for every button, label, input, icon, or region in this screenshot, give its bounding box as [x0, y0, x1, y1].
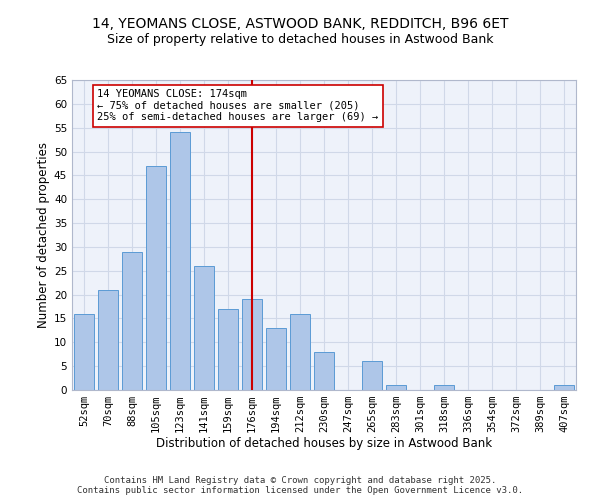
Y-axis label: Number of detached properties: Number of detached properties [37, 142, 50, 328]
Bar [74, 314, 94, 390]
Text: Size of property relative to detached houses in Astwood Bank: Size of property relative to detached ho… [107, 32, 493, 46]
Text: 14 YEOMANS CLOSE: 174sqm
← 75% of detached houses are smaller (205)
25% of semi-: 14 YEOMANS CLOSE: 174sqm ← 75% of detach… [97, 90, 379, 122]
Bar [314, 352, 334, 390]
Bar [122, 252, 142, 390]
Bar [194, 266, 214, 390]
Text: Contains HM Land Registry data © Crown copyright and database right 2025.
Contai: Contains HM Land Registry data © Crown c… [77, 476, 523, 495]
Bar [266, 328, 286, 390]
Bar [218, 309, 238, 390]
Text: 14, YEOMANS CLOSE, ASTWOOD BANK, REDDITCH, B96 6ET: 14, YEOMANS CLOSE, ASTWOOD BANK, REDDITC… [92, 18, 508, 32]
Bar [170, 132, 190, 390]
Bar [434, 385, 454, 390]
Bar [386, 385, 406, 390]
Bar [146, 166, 166, 390]
Bar [362, 362, 382, 390]
X-axis label: Distribution of detached houses by size in Astwood Bank: Distribution of detached houses by size … [156, 436, 492, 450]
Bar [290, 314, 310, 390]
Bar [242, 300, 262, 390]
Bar [98, 290, 118, 390]
Bar [554, 385, 574, 390]
